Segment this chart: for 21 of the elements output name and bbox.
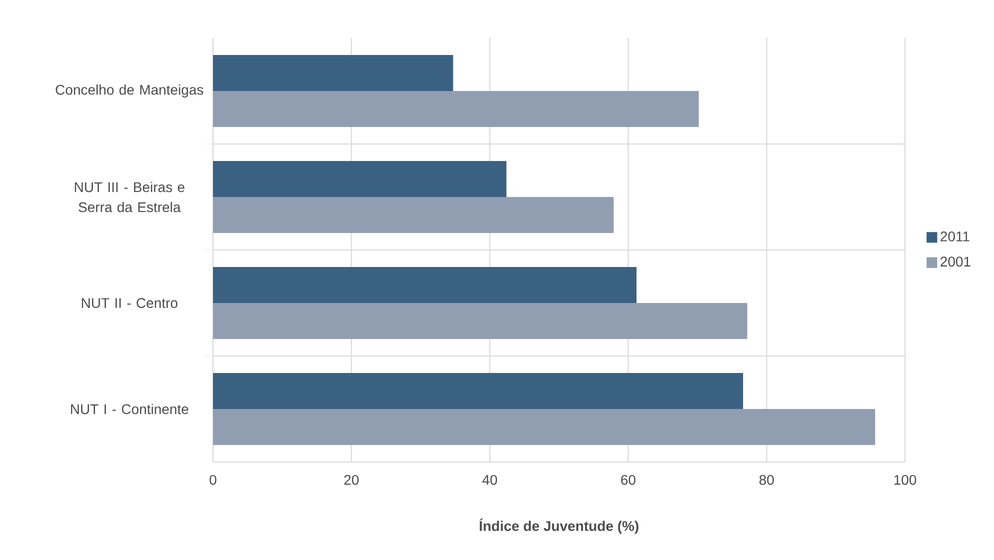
bar [213, 267, 637, 303]
y-tick-label: NUT II - Centro [82, 298, 178, 308]
y-tick-label: NUT III - Beiras e Serra da Estrela [74, 182, 184, 212]
legend-label: 2001 [940, 256, 970, 267]
y-tick-label: NUT I - Continente [71, 404, 188, 414]
x-tick-label: 80 [759, 474, 774, 485]
x-tick-label: 60 [621, 474, 636, 485]
bar [213, 409, 876, 446]
legend-label: 2011 [940, 231, 970, 242]
x-axis-title: Índice de Juventude (%) [480, 518, 638, 534]
x-tick-label: 20 [344, 474, 359, 485]
bar [213, 161, 506, 197]
bar [213, 91, 699, 127]
bar [213, 197, 614, 233]
x-tick-label: 0 [210, 474, 216, 485]
x-tick-label: 100 [894, 474, 916, 485]
y-tick-label: Concelho de Manteigas [56, 84, 204, 98]
bar [213, 373, 744, 410]
bar [213, 54, 454, 91]
x-tick-label: 40 [482, 474, 498, 485]
bar [213, 303, 748, 339]
